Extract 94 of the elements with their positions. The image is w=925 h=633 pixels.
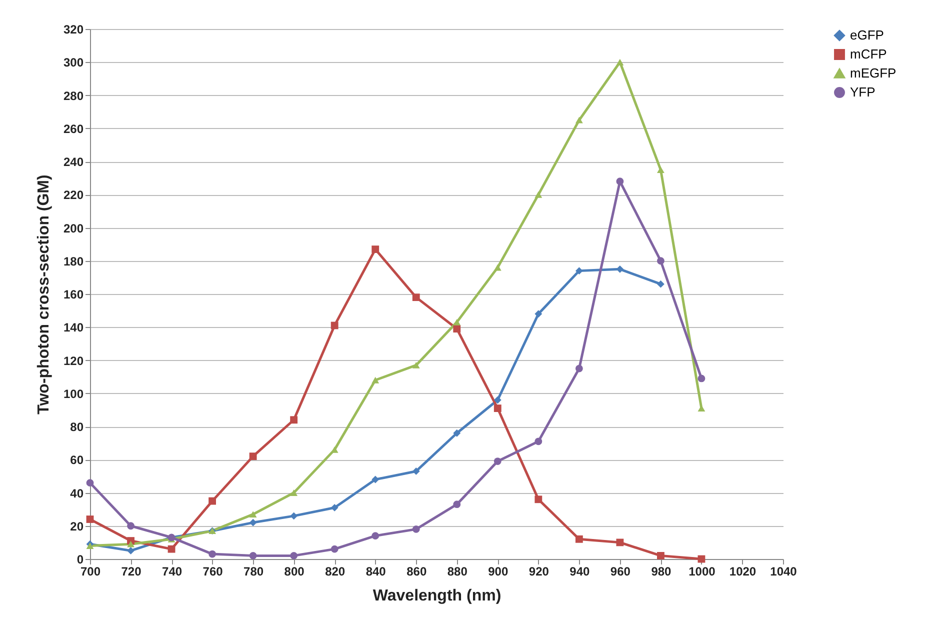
- point: [412, 362, 420, 368]
- point: [208, 550, 216, 558]
- x-tick-label: 780: [244, 564, 264, 578]
- x-tick-label: 1040: [770, 564, 798, 578]
- point: [412, 294, 420, 302]
- point: [616, 538, 624, 546]
- y-tick-label: 260: [63, 122, 84, 136]
- point: [657, 552, 664, 560]
- point: [208, 497, 216, 505]
- x-tick-label: 960: [610, 564, 631, 578]
- y-tick-label: 120: [63, 354, 84, 368]
- y-tick-label: 180: [63, 254, 84, 268]
- y-tick-label: 80: [70, 420, 84, 434]
- point: [86, 479, 94, 487]
- point: [453, 318, 461, 326]
- point: [453, 325, 461, 332]
- y-tick-label: 240: [63, 155, 84, 169]
- x-tick-label: 1000: [688, 564, 716, 578]
- y-tick-label: 0: [76, 552, 84, 566]
- point: [698, 374, 706, 382]
- point: [290, 512, 298, 520]
- x-tick-label: 760: [202, 564, 224, 578]
- point: [616, 178, 624, 186]
- x-tick-label: 880: [447, 564, 468, 578]
- y-tick-label: 20: [70, 519, 84, 534]
- point: [290, 416, 298, 424]
- legend-label: YFP: [850, 84, 876, 100]
- point: [657, 166, 664, 173]
- point: [372, 476, 380, 484]
- point: [330, 322, 338, 330]
- point: [86, 542, 94, 549]
- point: [575, 535, 583, 543]
- point: [494, 396, 502, 404]
- point: [575, 267, 583, 275]
- point: [657, 280, 664, 288]
- point: [290, 490, 298, 496]
- y-tick-label: 200: [63, 221, 84, 236]
- point: [494, 404, 502, 412]
- point: [168, 545, 176, 553]
- x-tick-label: 740: [162, 564, 182, 578]
- point: [249, 518, 257, 526]
- x-tick-label: 980: [651, 564, 672, 578]
- point: [127, 540, 134, 548]
- legend-label: mCFP: [850, 46, 887, 62]
- point: [534, 438, 542, 446]
- point: [453, 500, 461, 508]
- point: [412, 525, 420, 533]
- point: [127, 522, 134, 530]
- legend-label: eGFP: [850, 28, 884, 42]
- point: [412, 468, 420, 475]
- point: [494, 458, 502, 465]
- point: [372, 376, 380, 384]
- point: [698, 405, 706, 412]
- y-tick-label: 300: [63, 56, 84, 70]
- point: [616, 58, 624, 66]
- point: [575, 116, 583, 124]
- x-tick-label: 700: [80, 564, 101, 578]
- point: [575, 364, 583, 372]
- y-tick-label: 100: [63, 386, 84, 401]
- x-axis-title: Wavelength (nm): [372, 588, 502, 604]
- x-tick-label: 840: [366, 564, 386, 578]
- y-tick-label: 40: [70, 486, 84, 500]
- point: [453, 429, 461, 437]
- x-tick-label: 920: [528, 564, 550, 578]
- y-tick-label: 220: [63, 188, 84, 202]
- point: [330, 545, 338, 553]
- point: [249, 552, 257, 560]
- x-tick-label: 820: [325, 564, 346, 578]
- x-tick-label: 720: [121, 564, 142, 578]
- point: [534, 191, 542, 198]
- x-tick-label: 860: [406, 564, 427, 578]
- point: [657, 257, 664, 265]
- point: [290, 552, 298, 560]
- point: [127, 547, 134, 554]
- y-tick-label: 320: [63, 22, 84, 36]
- x-tick-label: 900: [488, 564, 508, 578]
- x-tick-label: 1020: [729, 564, 756, 578]
- point: [249, 511, 257, 518]
- legend-label: mEGFP: [850, 66, 896, 80]
- y-tick-label: 140: [63, 320, 84, 335]
- point: [86, 516, 94, 523]
- y-tick-label: 160: [63, 288, 84, 302]
- x-tick-label: 940: [570, 564, 590, 578]
- point: [249, 452, 257, 460]
- point: [330, 504, 338, 512]
- x-tick-label: 800: [284, 564, 305, 578]
- y-tick-label: 60: [70, 453, 84, 468]
- point: [372, 246, 380, 253]
- y-tick-label: 280: [63, 88, 84, 103]
- point: [534, 310, 542, 318]
- point: [494, 264, 502, 271]
- point: [534, 496, 542, 504]
- point: [372, 532, 380, 540]
- y-axis-title: Two-photon cross-section (GM): [35, 174, 52, 414]
